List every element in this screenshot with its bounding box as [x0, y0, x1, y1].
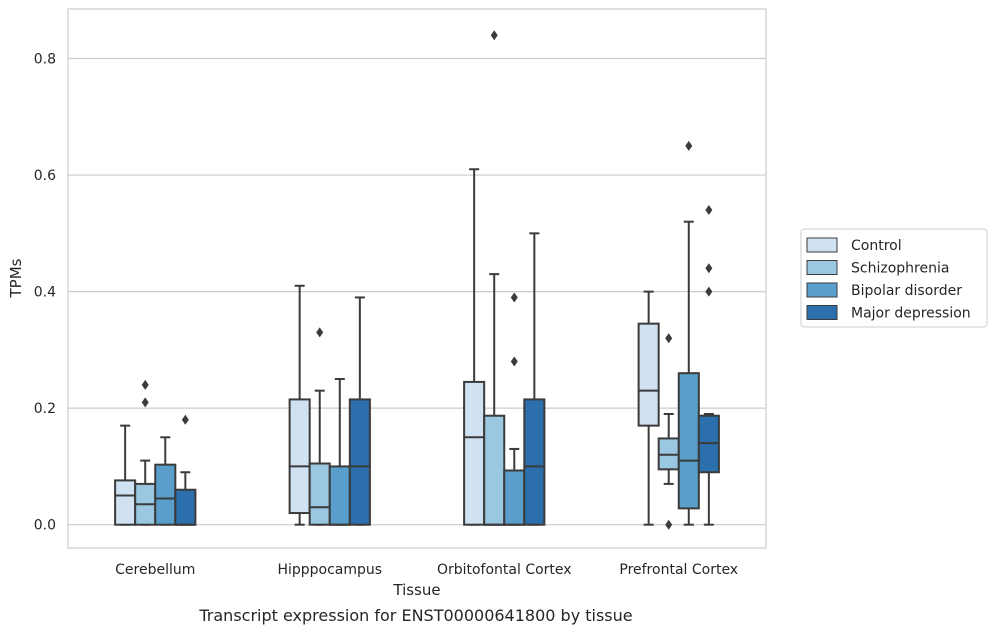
y-tick-label: 0.6 [34, 168, 56, 184]
outlier-point [316, 327, 324, 338]
series-control [114, 168, 660, 526]
chart-caption: Transcript expression for ENST0000064180… [199, 606, 633, 625]
box-body [348, 398, 371, 526]
outlier-point [510, 356, 518, 367]
series-major-depression [174, 205, 720, 526]
box-body [328, 465, 351, 526]
box [174, 414, 197, 526]
x-tick-label: Orbitofontal Cortex [437, 562, 572, 578]
outlier-point [705, 263, 713, 274]
outlier-point [705, 286, 713, 297]
legend-label: Major depression [851, 306, 971, 322]
box [697, 205, 720, 526]
box [288, 284, 311, 526]
legend-label: Schizophrenia [851, 261, 949, 277]
outlier-point [685, 140, 693, 151]
box [114, 424, 137, 526]
y-tick-label: 0.2 [34, 401, 56, 417]
outlier-point [665, 519, 673, 530]
legend-label: Control [851, 238, 902, 254]
plot-area-frame [67, 8, 767, 549]
box [463, 168, 486, 526]
box-body [637, 322, 660, 427]
box [657, 333, 680, 530]
series-bipolar-disorder [154, 140, 700, 526]
outlier-point [141, 379, 149, 390]
box-body [677, 372, 700, 510]
outlier-point [490, 30, 498, 41]
legend: Control Schizophrenia Bipolar disorder Majo… [800, 228, 988, 328]
legend-swatch [806, 282, 838, 298]
legend-frame [800, 228, 988, 328]
x-axis-title: Tissue [392, 581, 440, 599]
legend-swatch [806, 260, 838, 275]
outlier-point [510, 292, 518, 303]
box-body [288, 398, 311, 515]
box [154, 436, 177, 526]
x-tick-label: Hipppocampus [277, 562, 382, 578]
box-body [114, 479, 137, 526]
x-tick-label: Prefrontal Cortex [619, 562, 738, 578]
y-axis-title: TPMs [7, 258, 25, 298]
box-body [174, 488, 197, 526]
box [348, 296, 371, 526]
box [637, 290, 660, 526]
series-schizophrenia [134, 30, 680, 530]
outlier-point [665, 333, 673, 344]
box-plot-series [114, 30, 720, 530]
legend-swatch [806, 237, 838, 253]
outlier-point [181, 414, 189, 425]
box-body [463, 380, 486, 526]
outlier-point [141, 397, 149, 408]
y-axis-ticks: 0.0 0.2 0.4 0.6 0.8 [34, 52, 56, 534]
box [523, 232, 546, 526]
box-body [154, 463, 177, 526]
y-tick-label: 0.4 [34, 285, 56, 301]
box-body [483, 414, 506, 526]
outlier-point [705, 205, 713, 216]
box-body [308, 462, 331, 526]
legend-swatch [806, 305, 838, 320]
y-tick-label: 0.8 [34, 52, 56, 68]
box-body [503, 469, 526, 526]
box [328, 378, 351, 526]
box [483, 30, 506, 526]
x-axis-ticks: Cerebellum Hipppocampus Orbitofontal Corte… [115, 562, 738, 578]
box [677, 140, 700, 526]
x-tick-label: Cerebellum [115, 562, 195, 578]
box [134, 379, 157, 526]
legend-label: Bipolar disorder [851, 283, 962, 299]
box [308, 327, 331, 526]
y-tick-label: 0.0 [34, 518, 56, 534]
box-body [523, 398, 546, 526]
